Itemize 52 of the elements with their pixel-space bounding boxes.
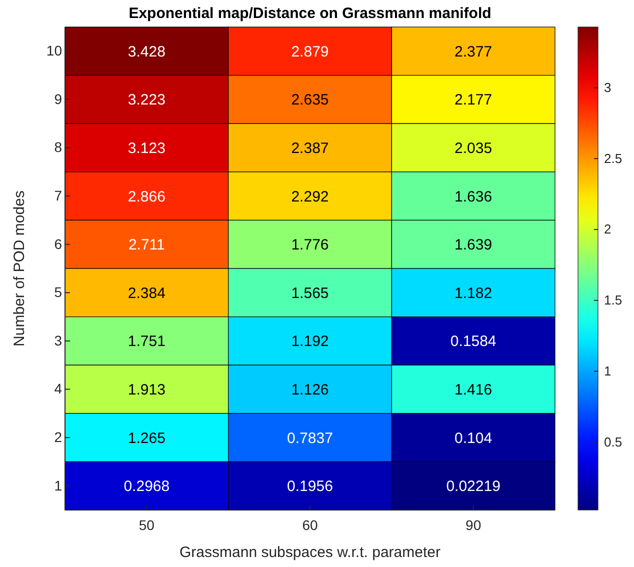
data-label: 0.2968	[124, 478, 170, 496]
data-label: 1.182	[454, 284, 492, 302]
y-axis-title: Number of POD modes	[11, 190, 28, 346]
data-label: 1.639	[454, 236, 492, 254]
data-label: 1.265	[128, 430, 166, 447]
y-tick-label: 1	[54, 477, 62, 494]
y-tick-label: 8	[54, 139, 62, 156]
x-tick-label: 90	[466, 516, 482, 533]
data-label: 3.123	[128, 140, 166, 157]
data-label: 2.866	[128, 188, 166, 206]
data-label: 2.879	[291, 43, 329, 60]
data-label: 0.7837	[287, 430, 333, 447]
data-label: 1.126	[291, 382, 329, 398]
x-tick-label: 50	[138, 516, 155, 533]
data-label: 2.384	[128, 284, 166, 302]
y-tick-label: 4	[54, 380, 62, 397]
data-label: 1.751	[128, 333, 166, 350]
y-tick-label: 6	[54, 236, 62, 252]
color-bar-label: 2	[604, 222, 612, 237]
data-label: 2.035	[454, 140, 492, 157]
y-tick-label: 5	[54, 284, 62, 300]
data-label: 2.377	[454, 43, 492, 60]
data-label: 2.635	[291, 92, 329, 109]
data-label: 3.223	[128, 92, 166, 109]
data-label: 1.913	[128, 382, 166, 398]
chart-title: Exponential map/Distance on Grassmann manifold	[128, 5, 492, 22]
data-label: 1.416	[454, 382, 492, 398]
data-label: 2.387	[291, 140, 329, 157]
color-bar-label: 2.5	[604, 150, 622, 166]
data-label: 0.1584	[450, 333, 496, 350]
data-label: 1.636	[454, 188, 492, 206]
color-bar-label: 0.5	[604, 434, 622, 450]
x-tick-label: 60	[302, 516, 318, 533]
x-axis-title: Grassmann subspaces w.r.t. parameter	[180, 544, 440, 561]
data-label: 0.104	[454, 430, 492, 447]
color-bar-label: 3	[604, 80, 612, 95]
data-label: 2.177	[454, 92, 492, 109]
data-label: 2.292	[291, 188, 329, 206]
y-tick-label: 7	[54, 188, 62, 204]
color-bar-label: 1	[604, 363, 612, 378]
y-tick-label: 3	[54, 332, 62, 348]
y-tick-label: 9	[54, 90, 62, 107]
color-bar-label: 1.5	[604, 292, 622, 308]
y-tick-label: 10	[46, 42, 62, 59]
data-label: 1.776	[291, 236, 329, 254]
data-label: 3.428	[128, 43, 166, 60]
data-label: 0.02219	[446, 478, 500, 496]
data-label: 0.1956	[287, 478, 333, 496]
data-label: 2.711	[128, 236, 165, 254]
data-label: 1.565	[291, 284, 329, 302]
data-label: 1.192	[291, 333, 329, 350]
y-tick-label: 2	[54, 429, 62, 446]
